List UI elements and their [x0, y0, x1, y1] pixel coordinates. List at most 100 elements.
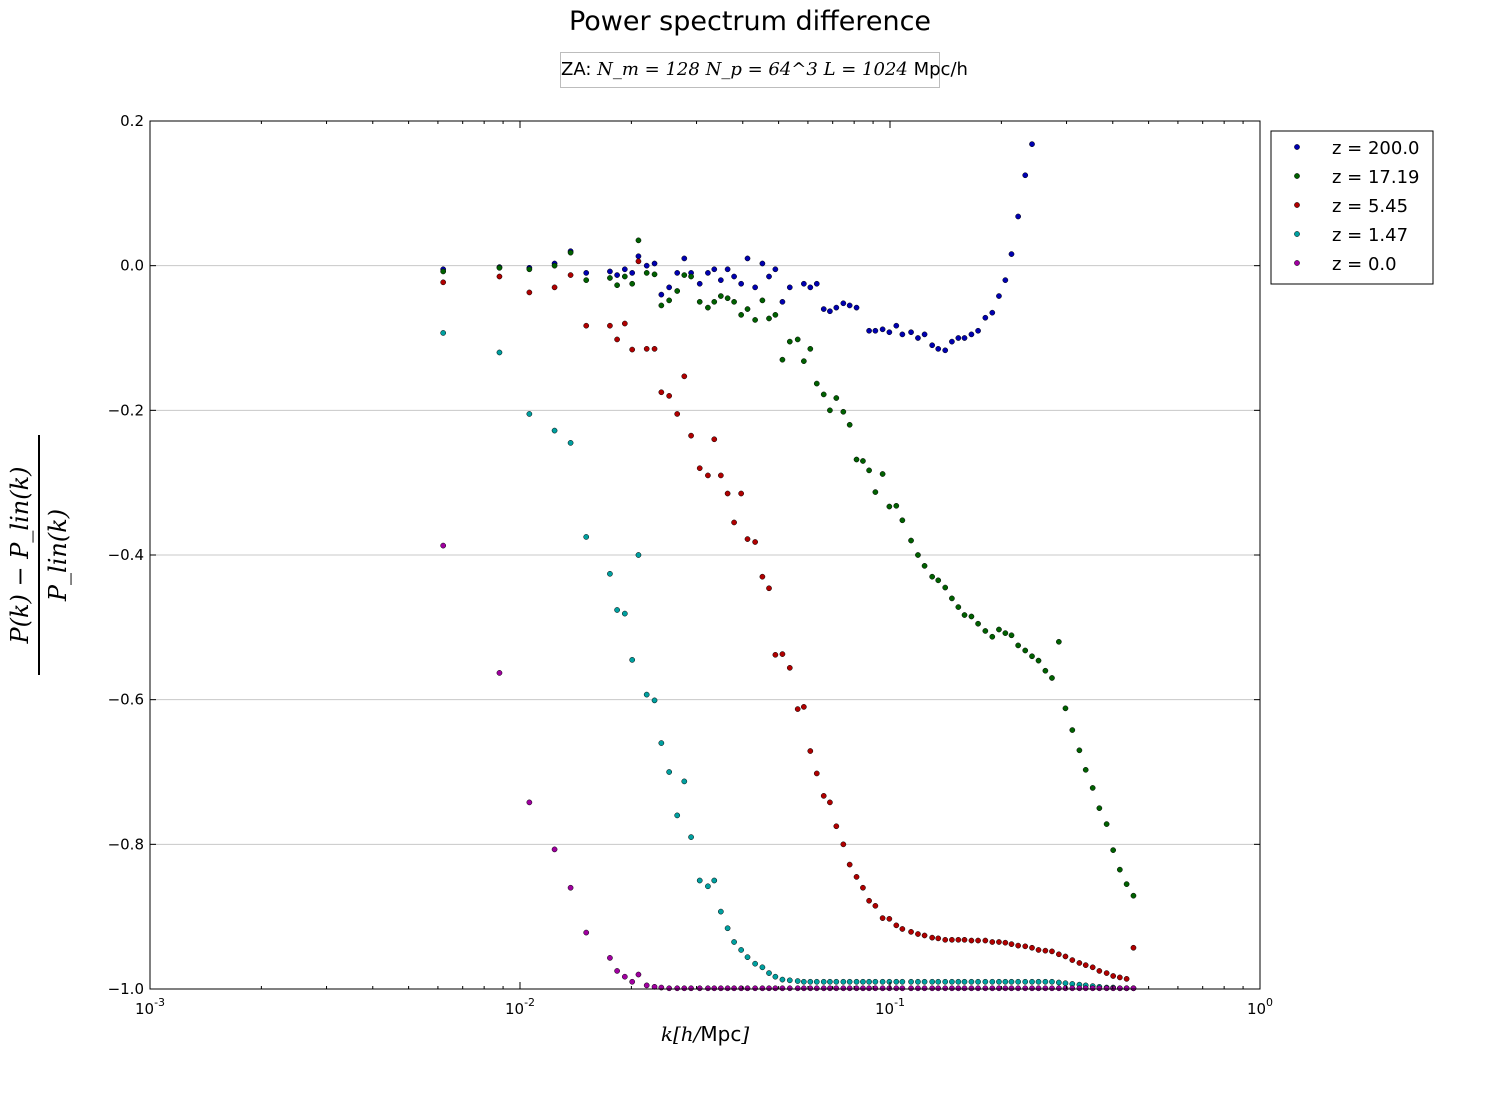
data-point	[949, 985, 955, 992]
data-point	[813, 770, 820, 777]
data-point	[975, 985, 981, 992]
data-point	[752, 539, 758, 545]
data-point	[772, 651, 779, 658]
data-point	[935, 935, 942, 942]
data-point	[853, 304, 860, 311]
data-point	[651, 271, 658, 278]
data-point	[942, 584, 949, 591]
data-point	[813, 985, 820, 992]
x-tick-label: 10-3	[135, 996, 165, 1018]
data-point	[635, 258, 642, 265]
data-point	[846, 421, 853, 428]
data-point	[772, 312, 779, 318]
data-point	[551, 284, 558, 291]
data-point	[949, 338, 955, 345]
legend-label: z = 5.45	[1332, 196, 1408, 217]
data-point	[827, 978, 833, 985]
data-point	[813, 978, 820, 985]
data-point	[766, 273, 772, 280]
data-point	[696, 280, 703, 287]
data-point	[800, 978, 807, 985]
data-point	[853, 456, 860, 463]
data-point	[711, 298, 718, 305]
data-point	[1082, 985, 1089, 992]
data-point	[551, 846, 558, 853]
data-point	[1076, 747, 1083, 754]
data-point	[961, 612, 968, 618]
data-point	[759, 573, 766, 580]
data-point	[1015, 978, 1022, 985]
data-point	[794, 985, 801, 992]
data-point	[674, 985, 681, 992]
data-point	[759, 260, 766, 267]
data-point	[674, 270, 681, 276]
data-point	[935, 985, 942, 992]
data-point	[846, 978, 853, 985]
data-point	[989, 309, 996, 316]
data-point	[621, 320, 628, 327]
data-point	[1008, 985, 1015, 992]
data-point	[866, 327, 872, 334]
data-point	[996, 939, 1002, 945]
data-point	[1035, 985, 1042, 992]
data-point	[731, 273, 737, 280]
data-point	[621, 273, 628, 280]
data-point	[899, 926, 906, 932]
data-point	[886, 329, 893, 336]
y-axis-label-denominator: P_lin(k)	[38, 435, 72, 675]
data-point	[583, 270, 590, 276]
data-point	[886, 985, 893, 992]
data-point	[643, 270, 650, 276]
data-point	[853, 874, 860, 880]
data-point	[1089, 985, 1096, 992]
data-point	[1069, 985, 1076, 992]
axis-ticks: 0.2 0.0 −0.2 −0.4 −0.6 −0.8 −1.010-3 10-2 10-1 10…	[108, 112, 1273, 1018]
data-point	[921, 985, 928, 992]
data-point	[827, 308, 833, 315]
data-point	[635, 253, 642, 260]
data-point	[879, 915, 886, 921]
data-point	[982, 985, 989, 992]
data-point	[800, 280, 807, 287]
data-point	[724, 490, 731, 497]
data-point	[800, 985, 807, 992]
data-point	[658, 389, 665, 396]
data-point	[526, 289, 533, 296]
data-point	[935, 346, 942, 352]
data-point	[738, 947, 744, 953]
data-point	[666, 393, 673, 399]
data-point	[643, 346, 650, 352]
data-point	[526, 799, 533, 806]
series-z-17-19	[440, 237, 1137, 899]
data-point	[496, 264, 503, 271]
data-point	[996, 978, 1002, 985]
data-point	[779, 985, 786, 992]
data-point	[567, 249, 574, 256]
data-point	[840, 300, 847, 307]
y-tick-label: 0.0	[120, 257, 144, 275]
data-point	[1035, 947, 1042, 953]
data-point	[1035, 978, 1042, 985]
data-points	[440, 141, 1137, 992]
data-point	[807, 978, 814, 985]
data-point	[786, 977, 793, 984]
data-point	[629, 978, 636, 985]
data-point	[1029, 141, 1035, 147]
series-z-1-47	[440, 330, 1137, 992]
data-point	[1035, 657, 1042, 664]
data-point	[908, 978, 914, 985]
series-z-0-0	[440, 542, 1137, 992]
data-point	[1029, 944, 1035, 951]
data-point	[1029, 653, 1035, 660]
data-point	[711, 985, 718, 992]
data-point	[658, 740, 665, 746]
data-point	[921, 331, 928, 338]
data-point	[1130, 892, 1137, 899]
x-axis-label-close: ]	[741, 1022, 750, 1046]
data-point	[759, 985, 766, 992]
data-point	[724, 925, 731, 932]
data-point	[893, 985, 900, 992]
data-point	[961, 335, 968, 341]
data-point	[705, 883, 711, 890]
data-point	[759, 964, 766, 971]
